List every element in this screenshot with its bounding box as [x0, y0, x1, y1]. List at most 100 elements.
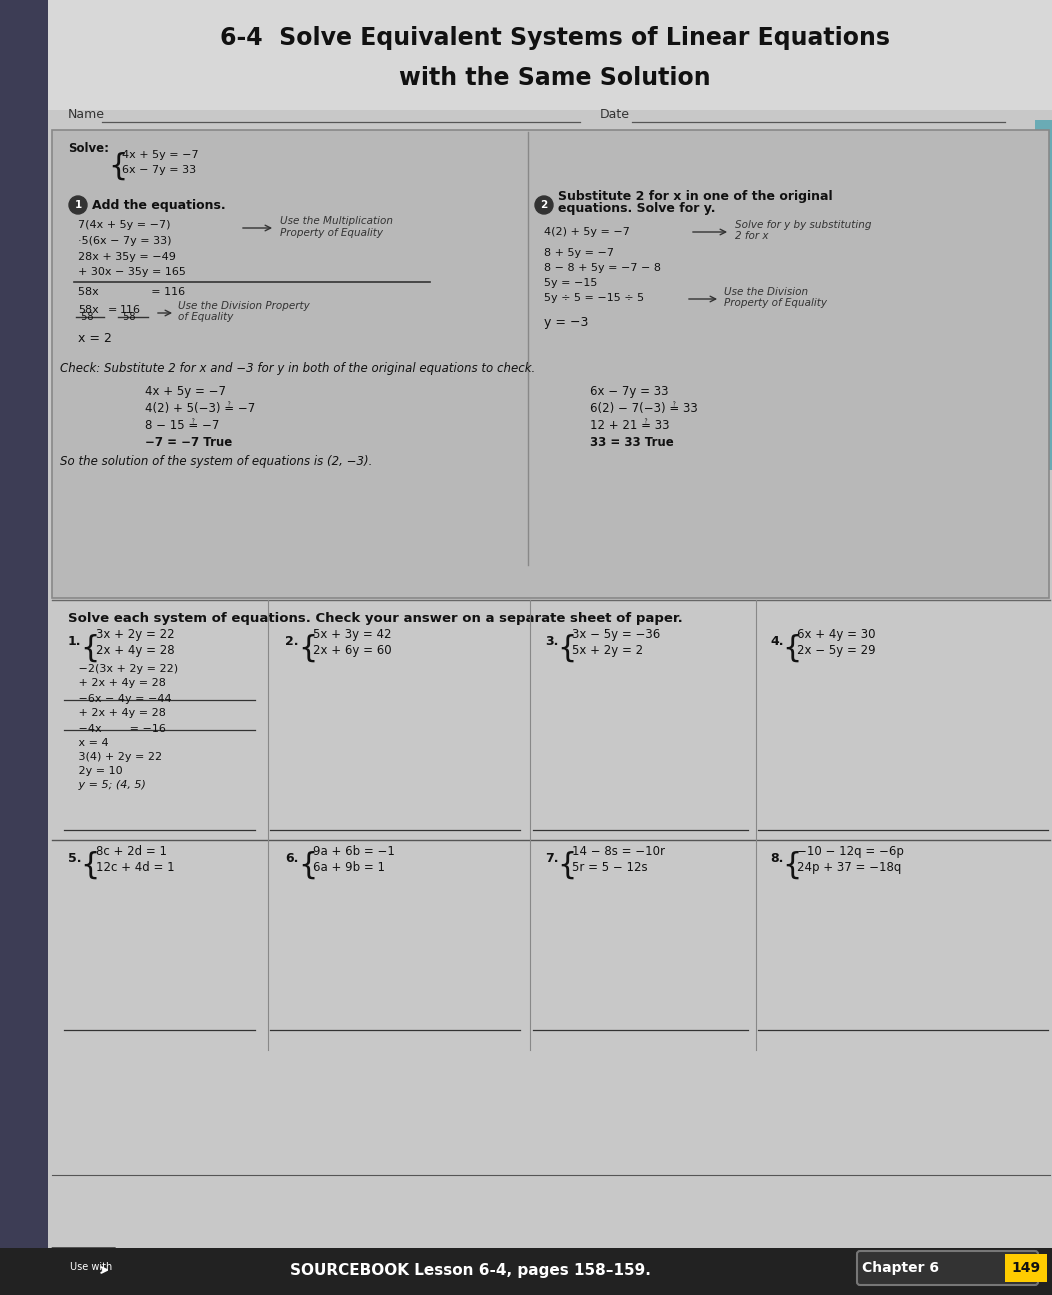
Text: x = 2: x = 2 [78, 332, 112, 344]
Text: =: = [108, 306, 118, 315]
Text: −6x − 4y = −44: −6x − 4y = −44 [68, 694, 171, 704]
Text: 1: 1 [75, 199, 82, 210]
Text: 5x + 2y = 2: 5x + 2y = 2 [572, 644, 643, 657]
Text: 6a + 9b = 1: 6a + 9b = 1 [313, 861, 385, 874]
Text: 58x: 58x [78, 306, 99, 315]
Circle shape [535, 196, 553, 214]
Text: 33 = 33 True: 33 = 33 True [590, 436, 673, 449]
Text: 2.: 2. [285, 635, 299, 648]
Text: 7.: 7. [545, 852, 559, 865]
Text: 6x − 7y = 33: 6x − 7y = 33 [590, 385, 668, 398]
Text: 4x + 5y = −7: 4x + 5y = −7 [145, 385, 226, 398]
Text: −4x        = −16: −4x = −16 [68, 724, 166, 734]
Text: Solve for y by substituting: Solve for y by substituting [735, 220, 871, 231]
Text: 5y ÷ 5 = −15 ÷ 5: 5y ÷ 5 = −15 ÷ 5 [544, 293, 644, 303]
Text: Solve each system of equations. Check your answer on a separate sheet of paper.: Solve each system of equations. Check yo… [68, 613, 683, 625]
Text: Use the Division: Use the Division [724, 287, 808, 297]
Text: Substitute 2 for x in one of the original: Substitute 2 for x in one of the origina… [558, 190, 832, 203]
Text: 5r = 5 − 12s: 5r = 5 − 12s [572, 861, 648, 874]
Text: y = −3: y = −3 [544, 316, 588, 329]
Text: 4(2) + 5y = −7: 4(2) + 5y = −7 [544, 227, 630, 237]
Text: 2x + 6y = 60: 2x + 6y = 60 [313, 644, 391, 657]
Text: 24p + 37 = −18q: 24p + 37 = −18q [797, 861, 902, 874]
Text: 28x + 35y = −49: 28x + 35y = −49 [78, 253, 176, 262]
Text: 8 − 8 + 5y = −7 − 8: 8 − 8 + 5y = −7 − 8 [544, 263, 661, 273]
Text: 9a + 6b = −1: 9a + 6b = −1 [313, 846, 394, 859]
Text: 3(4) + 2y = 22: 3(4) + 2y = 22 [68, 752, 162, 761]
Text: 7(4x + 5y = −7): 7(4x + 5y = −7) [78, 220, 170, 231]
Text: 5y = −15: 5y = −15 [544, 278, 598, 287]
Bar [0, 1248, 1052, 1295]
Polygon shape [52, 1248, 120, 1295]
Text: {: { [80, 633, 99, 663]
Text: 4(2) + 5(−3) ≟ −7: 4(2) + 5(−3) ≟ −7 [145, 401, 256, 414]
Text: Name: Name [68, 107, 105, 120]
Text: 58: 58 [78, 312, 94, 322]
Bar [48, 0, 1052, 110]
Text: {: { [298, 633, 318, 663]
Text: 58: 58 [120, 312, 136, 322]
Text: 116: 116 [120, 306, 141, 315]
Text: 12 + 21 ≟ 33: 12 + 21 ≟ 33 [590, 420, 669, 433]
Text: 8 − 15 ≟ −7: 8 − 15 ≟ −7 [145, 420, 220, 433]
Text: SOURCEBOOK Lesson 6-4, pages 158–159.: SOURCEBOOK Lesson 6-4, pages 158–159. [290, 1263, 651, 1277]
Text: Add the equations.: Add the equations. [92, 198, 225, 211]
Text: 58x               = 116: 58x = 116 [78, 287, 185, 297]
Text: 2: 2 [541, 199, 548, 210]
Bar [1005, 1254, 1047, 1282]
Text: {: { [108, 152, 127, 180]
Text: 2y = 10: 2y = 10 [68, 767, 123, 776]
Text: of Equality: of Equality [178, 312, 234, 322]
Circle shape [69, 196, 87, 214]
Text: Solve:: Solve: [68, 142, 109, 155]
Text: {: { [782, 851, 802, 879]
Text: Use the Multiplication: Use the Multiplication [280, 216, 393, 227]
Text: {: { [298, 851, 318, 879]
Text: Use the Division Property: Use the Division Property [178, 300, 309, 311]
Text: 6x − 7y = 33: 6x − 7y = 33 [122, 164, 196, 175]
Text: Chapter 6: Chapter 6 [862, 1261, 938, 1276]
Text: {: { [557, 851, 576, 879]
Text: 4x + 5y = −7: 4x + 5y = −7 [122, 150, 199, 161]
Text: y = 5; (4, 5): y = 5; (4, 5) [68, 780, 146, 790]
Text: {: { [557, 633, 576, 663]
Text: Date: Date [600, 107, 630, 120]
Text: 4.: 4. [770, 635, 784, 648]
Text: with the Same Solution: with the Same Solution [399, 66, 711, 89]
Text: 1.: 1. [68, 635, 81, 648]
Text: 6(2) − 7(−3) ≟ 33: 6(2) − 7(−3) ≟ 33 [590, 401, 697, 414]
Text: {: { [80, 851, 99, 879]
Text: equations. Solve for y.: equations. Solve for y. [558, 202, 715, 215]
Text: 8.: 8. [770, 852, 784, 865]
Text: Property of Equality: Property of Equality [724, 298, 827, 308]
Bar [0, 0, 52, 1295]
Text: 2x − 5y = 29: 2x − 5y = 29 [797, 644, 875, 657]
Text: x = 4: x = 4 [68, 738, 108, 749]
Text: 3.: 3. [545, 635, 559, 648]
Text: −10 − 12q = −6p: −10 − 12q = −6p [797, 846, 904, 859]
Text: 2x + 4y = 28: 2x + 4y = 28 [96, 644, 175, 657]
Text: 3x + 2y = 22: 3x + 2y = 22 [96, 628, 175, 641]
Text: 6-4  Solve Equivalent Systems of Linear Equations: 6-4 Solve Equivalent Systems of Linear E… [220, 26, 890, 51]
Text: 2 for x: 2 for x [735, 231, 769, 241]
Text: So the solution of the system of equations is (2, −3).: So the solution of the system of equatio… [60, 455, 372, 467]
Text: 149: 149 [1011, 1261, 1040, 1276]
Text: + 2x + 4y = 28: + 2x + 4y = 28 [68, 708, 166, 717]
Text: Use with: Use with [70, 1263, 113, 1272]
Bar [52, 130, 1049, 598]
Text: 5.: 5. [68, 852, 81, 865]
Text: + 2x + 4y = 28: + 2x + 4y = 28 [68, 679, 166, 688]
Text: 8c + 2d = 1: 8c + 2d = 1 [96, 846, 167, 859]
Text: −2(3x + 2y = 22): −2(3x + 2y = 22) [68, 664, 178, 673]
Text: 3x − 5y = −36: 3x − 5y = −36 [572, 628, 661, 641]
Text: 5x + 3y = 42: 5x + 3y = 42 [313, 628, 391, 641]
Text: 6x + 4y = 30: 6x + 4y = 30 [797, 628, 875, 641]
Text: 8 + 5y = −7: 8 + 5y = −7 [544, 249, 614, 258]
Text: Check: Substitute 2 for x and −3 for y in both of the original equations to chec: Check: Substitute 2 for x and −3 for y i… [60, 363, 535, 376]
Text: {: { [782, 633, 802, 663]
FancyBboxPatch shape [857, 1251, 1038, 1285]
Text: + 30x − 35y = 165: + 30x − 35y = 165 [78, 267, 186, 277]
Text: 6.: 6. [285, 852, 299, 865]
Bar [1035, 120, 1052, 470]
Text: 14 − 8s = −10r: 14 − 8s = −10r [572, 846, 665, 859]
